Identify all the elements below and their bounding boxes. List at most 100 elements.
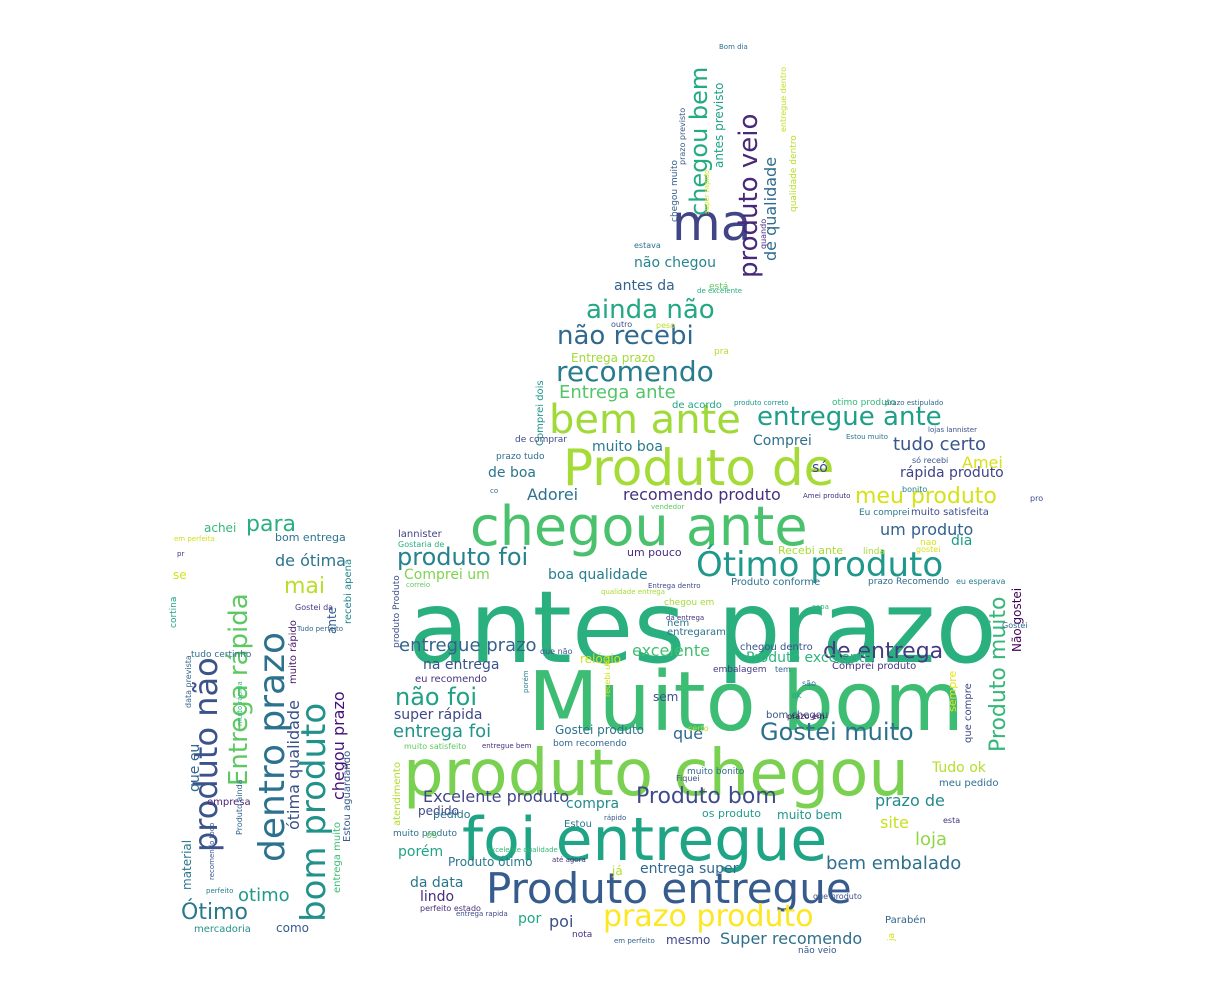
cloud-word: Estou	[564, 819, 592, 830]
cloud-word: vendedor	[651, 503, 685, 511]
cloud-word: ainda não	[586, 295, 715, 325]
cloud-word: Produto entregue	[486, 864, 852, 913]
cloud-word: muito satisfeito	[404, 742, 467, 751]
cloud-word: um pouco	[627, 546, 682, 559]
cloud-word: lannister	[398, 529, 442, 540]
cloud-word: da entrega	[666, 614, 705, 622]
cloud-word: Gostei muito	[760, 718, 914, 746]
cloud-word: recomendo	[556, 355, 714, 388]
cloud-word: para	[246, 512, 296, 537]
cloud-word: prazo previsto	[678, 107, 687, 165]
cloud-word: recomendo produto	[623, 485, 781, 504]
cloud-word: prazo produto	[603, 899, 814, 934]
cloud-word: foi entregue	[462, 805, 828, 875]
cloud-word: antes da	[614, 278, 675, 294]
cloud-word: perfeito estado	[420, 904, 481, 913]
cloud-word: relógio	[580, 652, 622, 666]
cloud-word: Tudo ok	[932, 760, 986, 776]
cloud-word: outro	[611, 320, 633, 329]
cloud-word: de ótima	[275, 551, 346, 570]
cloud-word: achei	[204, 521, 237, 535]
cloud-word: Estou aguardando	[342, 750, 353, 842]
cloud-word: chegou ante	[470, 495, 808, 558]
cloud-word: produto correto	[734, 399, 789, 407]
cloud-word: loja	[915, 829, 948, 850]
cloud-word: otimo	[238, 885, 290, 906]
cloud-word: atendimento	[392, 762, 403, 826]
cloud-word: prazo Recomendo	[868, 577, 950, 587]
cloud-word: Entrega prazo	[571, 351, 656, 365]
cloud-word: pr	[177, 550, 185, 558]
cloud-word: tudo certinho	[191, 650, 252, 660]
cloud-word: os produto	[702, 807, 761, 820]
cloud-word: Gostei da	[295, 603, 334, 612]
cloud-word: chegou muito	[670, 160, 680, 222]
cloud-word: Não gostei	[1010, 587, 1024, 652]
cloud-word: Produto bom	[636, 784, 777, 809]
cloud-word: recomendo todo	[208, 822, 216, 880]
cloud-word: pedido	[418, 804, 459, 818]
cloud-word: nota	[572, 930, 593, 940]
cloud-word: Ótimo	[181, 900, 248, 925]
cloud-word: da data	[410, 875, 464, 891]
cloud-word: Produto excelente	[746, 650, 873, 666]
cloud-word: Gostei	[1002, 621, 1028, 630]
cloud-word: pra	[714, 347, 729, 357]
cloud-word: Produto conforme	[731, 577, 821, 588]
cloud-word: produto foi	[397, 543, 529, 571]
cloud-word: empresa	[207, 797, 251, 808]
cloud-word: muito boa	[592, 439, 663, 455]
cloud-word: antes prazo	[408, 569, 997, 686]
cloud-word: entrega rapida	[456, 910, 508, 918]
cloud-word: Produto muito	[986, 596, 1011, 752]
cloud-word: até agora	[552, 856, 586, 864]
cloud-word: de acordo	[672, 400, 722, 411]
cloud-word: só	[812, 460, 828, 476]
cloud-word: tudo certo	[893, 434, 987, 455]
cloud-word: super rapido	[703, 169, 711, 214]
cloud-word: sem	[653, 690, 679, 704]
cloud-word: ok	[792, 691, 802, 700]
cloud-word: pro	[1030, 494, 1044, 503]
cloud-word: bonito	[902, 485, 928, 494]
cloud-word: ótima qualidade	[284, 700, 303, 830]
cloud-word: entregue ante	[757, 402, 942, 432]
cloud-word: antes previsto	[712, 82, 726, 168]
cloud-word: entrega foi	[393, 721, 492, 742]
cloud-word: qualidade dentro	[789, 135, 799, 212]
cloud-word: dia	[951, 533, 973, 549]
cloud-word: de excelente	[697, 287, 743, 295]
cloud-word: chegou dentro	[740, 642, 813, 653]
cloud-word: prazo estipulado	[885, 399, 944, 407]
cloud-word: Produto de	[563, 439, 835, 497]
cloud-word: que produto	[813, 892, 862, 901]
cloud-word: está	[709, 282, 729, 292]
cloud-word: muito satisfeita	[911, 507, 989, 518]
cloud-word: em perfeita	[174, 535, 215, 543]
cloud-word: por	[518, 911, 542, 927]
cloud-word: chegou em	[664, 598, 715, 608]
cloud-word: sempre	[946, 670, 959, 712]
cloud-word: como	[276, 921, 309, 935]
cloud-word: Entrega ante	[559, 382, 676, 403]
cloud-word: Muito bom	[528, 655, 964, 750]
cloud-word: embalagem	[713, 665, 767, 675]
cloud-word: que compre	[963, 683, 974, 743]
cloud-word: entregue prazo	[399, 635, 537, 656]
cloud-word: porém	[398, 844, 444, 860]
cloud-word: entregue dentro	[779, 67, 788, 132]
cloud-word: recebi um	[603, 656, 612, 697]
cloud-word: só recebi	[912, 456, 949, 465]
cloud-word: entregaram	[667, 627, 726, 638]
cloud-word: Super recomendo	[720, 929, 863, 948]
cloud-word: Estou muito	[846, 433, 888, 441]
cloud-word: gostei	[916, 545, 941, 554]
cloud-word: excelente qualidade	[487, 846, 558, 854]
cloud-word: recebi apena	[343, 558, 354, 624]
cloud-word: estava	[634, 241, 661, 250]
cloud-word: na entrega	[423, 657, 500, 673]
cloud-word: Recebi ante	[778, 544, 844, 557]
cloud-word: entregue bem	[482, 742, 532, 750]
cloud-word: compra	[566, 796, 620, 812]
cloud-word: que não	[540, 647, 573, 656]
